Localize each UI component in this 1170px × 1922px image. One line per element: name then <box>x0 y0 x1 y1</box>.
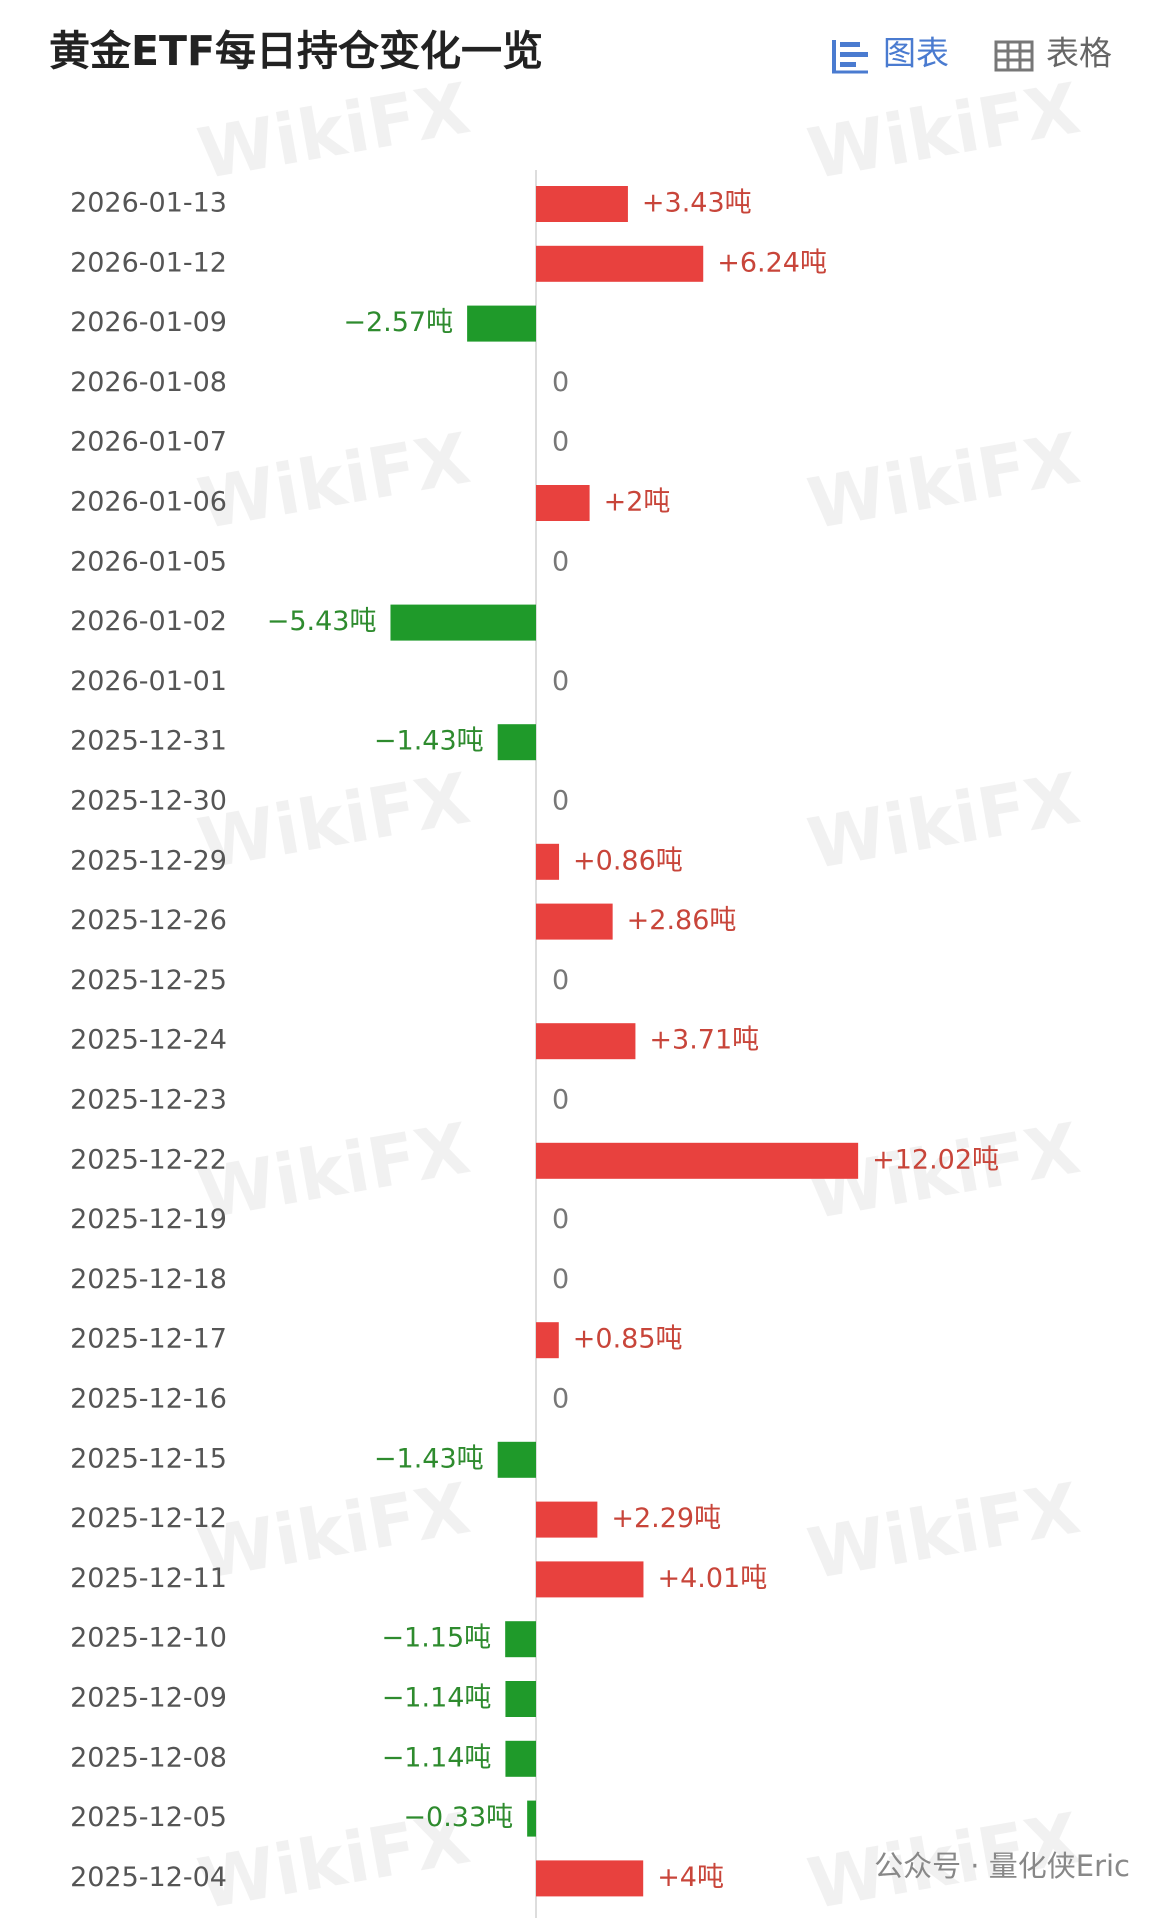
category-label: 2025-12-23 <box>70 1085 227 1116</box>
value-label: +3.71吨 <box>649 1025 759 1056</box>
watermark: WikiFX <box>802 757 1086 885</box>
tab-label[interactable]: 表格 <box>1046 34 1112 73</box>
watermark: WikiFX <box>192 757 476 885</box>
value-label: −1.14吨 <box>382 1742 492 1773</box>
value-label: +0.86吨 <box>573 845 683 876</box>
bar <box>536 186 628 222</box>
bar <box>536 1322 559 1359</box>
value-label: −1.14吨 <box>382 1683 492 1714</box>
watermark: WikiFX <box>802 67 1086 195</box>
bar <box>527 1800 536 1837</box>
bar <box>536 903 613 940</box>
tab-icon <box>840 42 860 47</box>
value-label: 0 <box>552 786 569 817</box>
value-label: +2.86吨 <box>627 905 737 936</box>
bar <box>497 1441 536 1478</box>
category-label: 2026-01-09 <box>70 307 227 338</box>
value-label: 0 <box>552 666 569 697</box>
value-label: −1.15吨 <box>381 1623 491 1654</box>
tab-table[interactable]: 表格 <box>994 34 1112 73</box>
category-label: 2025-12-22 <box>70 1144 227 1175</box>
tab-label[interactable]: 图表 <box>883 34 949 73</box>
category-label: 2025-12-16 <box>70 1384 227 1415</box>
value-label: +2.29吨 <box>611 1503 721 1534</box>
bar <box>536 843 560 880</box>
bar <box>536 1142 859 1179</box>
value-label: +6.24吨 <box>717 247 827 278</box>
category-label: 2025-12-12 <box>70 1503 227 1534</box>
category-label: 2025-12-04 <box>70 1862 227 1893</box>
value-label: −2.57吨 <box>343 307 453 338</box>
bar <box>467 305 536 342</box>
value-label: +12.02吨 <box>872 1144 999 1175</box>
category-label: 2026-01-13 <box>70 188 227 219</box>
bar <box>505 1740 536 1777</box>
tab-icon <box>840 62 856 67</box>
category-label: 2025-12-19 <box>70 1204 227 1235</box>
source-watermark: 公众号 · 量化侠Eric <box>874 1849 1130 1883</box>
tab-icon <box>994 40 1034 72</box>
value-label: −0.33吨 <box>403 1802 513 1833</box>
category-label: 2026-01-06 <box>70 487 227 518</box>
category-label: 2025-12-15 <box>70 1443 227 1474</box>
category-label: 2025-12-25 <box>70 965 227 996</box>
category-label: 2025-12-08 <box>70 1742 227 1773</box>
category-label: 2026-01-07 <box>70 427 227 458</box>
bar <box>536 1023 636 1060</box>
category-label: 2025-12-05 <box>70 1802 227 1833</box>
value-label: 0 <box>552 1085 569 1116</box>
tab-icon <box>840 52 868 57</box>
value-label: 0 <box>552 427 569 458</box>
value-label: +3.43吨 <box>642 188 752 219</box>
bar <box>390 604 536 641</box>
category-label: 2025-12-11 <box>70 1563 227 1594</box>
bar <box>497 724 536 761</box>
value-label: +0.85吨 <box>573 1324 683 1355</box>
bar <box>505 1621 536 1658</box>
value-label: −1.43吨 <box>374 726 484 757</box>
value-label: 0 <box>552 546 569 577</box>
category-label: 2025-12-30 <box>70 786 227 817</box>
category-label: 2026-01-05 <box>70 546 227 577</box>
category-label: 2025-12-26 <box>70 905 227 936</box>
bar <box>505 1681 536 1717</box>
watermark: WikiFX <box>192 1467 476 1595</box>
watermark: WikiFX <box>802 1467 1086 1595</box>
tab-icon <box>832 40 836 72</box>
category-label: 2025-12-24 <box>70 1025 227 1056</box>
value-label: 0 <box>552 965 569 996</box>
value-label: 0 <box>552 1204 569 1235</box>
bar <box>536 1501 598 1538</box>
category-label: 2025-12-09 <box>70 1683 227 1714</box>
value-label: 0 <box>552 1264 569 1295</box>
category-label: 2026-01-02 <box>70 606 227 637</box>
category-label: 2025-12-31 <box>70 726 227 757</box>
value-label: 0 <box>552 1384 569 1415</box>
value-label: +4吨 <box>657 1862 724 1893</box>
value-label: +2吨 <box>604 487 671 518</box>
value-label: +4.01吨 <box>657 1563 767 1594</box>
bar <box>536 1860 644 1897</box>
bar <box>536 245 704 282</box>
category-label: 2025-12-10 <box>70 1623 227 1654</box>
title: 黄金ETF每日持仓变化一览 <box>49 27 543 75</box>
value-label: −1.43吨 <box>374 1443 484 1474</box>
watermark: WikiFX <box>192 67 476 195</box>
bar <box>536 1561 644 1598</box>
category-label: 2026-01-08 <box>70 367 227 398</box>
value-label: −5.43吨 <box>267 606 377 637</box>
tab-chart[interactable]: 图表 <box>832 34 949 74</box>
value-label: 0 <box>552 367 569 398</box>
category-label: 2026-01-12 <box>70 247 227 278</box>
bar <box>536 485 590 521</box>
category-label: 2025-12-29 <box>70 845 227 876</box>
watermark: WikiFX <box>192 417 476 545</box>
category-label: 2025-12-18 <box>70 1264 227 1295</box>
category-label: 2025-12-17 <box>70 1324 227 1355</box>
watermark: WikiFX <box>192 1107 476 1235</box>
category-label: 2026-01-01 <box>70 666 227 697</box>
watermark: WikiFX <box>802 417 1086 545</box>
